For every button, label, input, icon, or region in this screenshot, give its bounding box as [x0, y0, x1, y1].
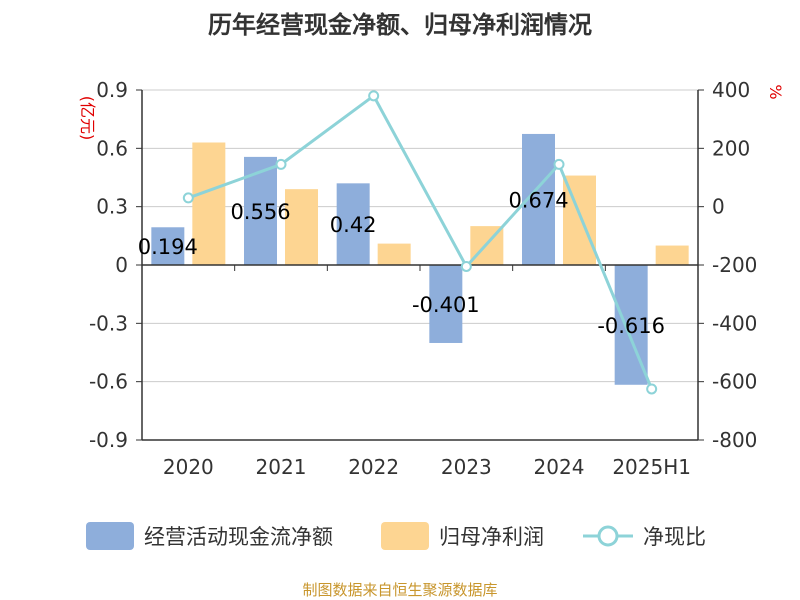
bar-cashflow[interactable] [336, 183, 370, 265]
bar-net-profit[interactable] [377, 243, 411, 265]
bars [151, 133, 689, 385]
chart-title: 历年经营现金净额、归母净利润情况 [208, 11, 592, 39]
left-tick-label: 0 [115, 253, 128, 277]
legend-swatch-net-profit [381, 522, 429, 550]
right-tick-label: 400 [712, 78, 750, 102]
left-tick-label: -0.9 [89, 428, 128, 452]
right-tick-label: -200 [712, 253, 757, 277]
data-label-cashflow: 0.194 [138, 235, 198, 259]
legend: 经营活动现金流净额 归母净利润 净现比 [86, 522, 706, 550]
ratio-point[interactable] [275, 158, 287, 170]
ratio-point[interactable] [460, 260, 472, 272]
left-tick-label: -0.3 [89, 311, 128, 335]
category-label: 2023 [441, 455, 492, 479]
left-axis-unit: (亿元) [78, 96, 97, 141]
legend-swatch-cashflow [86, 522, 134, 550]
legend-item-cashflow[interactable]: 经营活动现金流净额 [86, 522, 333, 550]
bar-net-profit[interactable] [192, 142, 226, 266]
ratio-line-path [187, 93, 654, 390]
right-tick-label: 0 [712, 195, 725, 219]
category-label: 2025H1 [612, 455, 691, 479]
right-tick-label: -400 [712, 311, 757, 335]
data-label-cashflow: -0.616 [597, 314, 665, 338]
legend-marker-ratio [597, 525, 619, 547]
bar-cashflow[interactable] [429, 265, 463, 343]
left-tick-label: 0.9 [96, 78, 128, 102]
data-label-cashflow: 0.556 [230, 200, 290, 224]
ratio-point[interactable] [553, 158, 565, 170]
legend-label-ratio: 净现比 [643, 525, 706, 549]
legend-label-net-profit: 归母净利润 [439, 525, 544, 549]
right-tick-label: 200 [712, 136, 750, 160]
category-label: 2022 [348, 455, 399, 479]
source-note: 制图数据来自恒生聚源数据库 [302, 581, 497, 599]
bar-net-profit[interactable] [655, 245, 689, 265]
right-axis-unit: % [766, 84, 785, 99]
ratio-line [182, 90, 658, 395]
axes: 0.9 0.6 0.3 0 -0.3 -0.6 -0.9 400 200 0 -200 -400 -60… [89, 78, 757, 479]
legend-item-net-profit[interactable]: 归母净利润 [381, 522, 544, 550]
ratio-point[interactable] [182, 192, 194, 204]
data-labels: 0.194 0.556 0.42 -0.401 0.674 -0.616 [138, 188, 665, 337]
category-label: 2020 [163, 455, 214, 479]
left-tick-label: 0.6 [96, 136, 128, 160]
data-label-cashflow: 0.42 [330, 213, 377, 237]
bar-cashflow[interactable] [151, 227, 185, 265]
legend-label-cashflow: 经营活动现金流净额 [144, 525, 333, 549]
category-label: 2021 [256, 455, 307, 479]
legend-item-ratio[interactable]: 净现比 [583, 525, 706, 549]
left-tick-label: -0.6 [89, 370, 128, 394]
ratio-point[interactable] [646, 383, 658, 395]
left-tick-label: 0.3 [96, 195, 128, 219]
category-label: 2024 [534, 455, 585, 479]
right-tick-label: -600 [712, 370, 757, 394]
ratio-point[interactable] [368, 90, 380, 102]
data-label-cashflow: 0.674 [508, 188, 568, 212]
right-tick-label: -800 [712, 428, 757, 452]
bar-net-profit[interactable] [285, 189, 318, 265]
data-label-cashflow: -0.401 [412, 293, 480, 317]
